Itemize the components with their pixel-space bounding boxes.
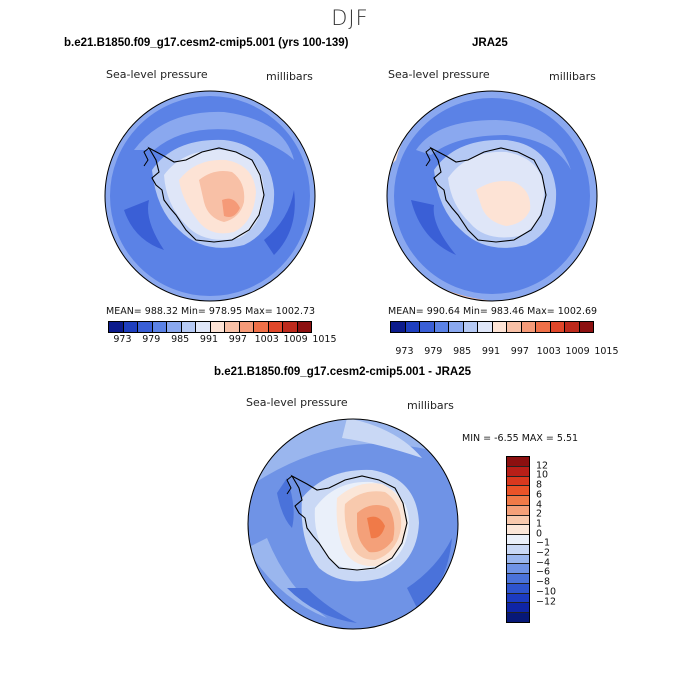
colorbar-model-swatch <box>239 322 254 332</box>
colorbar-model-swatch <box>210 322 225 332</box>
colorbar-jra-swatch <box>391 322 406 332</box>
colorbar-model-tick-label: 985 <box>171 334 190 345</box>
colorbar-diff-swatch <box>507 593 529 604</box>
colorbar-model-swatch <box>123 322 138 332</box>
panel-diff-units: millibars <box>407 399 454 412</box>
colorbar-diff-swatch <box>507 544 529 555</box>
panel-diff-map <box>247 418 459 630</box>
colorbar-diff-tick-label: −6 <box>536 566 551 578</box>
colorbar-jra-tick-label: 997 <box>510 346 529 357</box>
colorbar-model-tick-label: 1015 <box>312 334 337 345</box>
colorbar-jra-tick-label: 991 <box>481 346 501 357</box>
colorbar-diff-swatch <box>507 515 529 526</box>
panel-diff-title: b.e21.B1850.f09_g17.cesm2-cmip5.001 - JR… <box>214 366 471 378</box>
colorbar-model-tick-label: 979 <box>142 334 161 345</box>
panel-jra-title: JRA25 <box>472 37 508 49</box>
colorbar-jra-swatch <box>420 322 435 332</box>
colorbar-diff-ticks: 12 10 8 6 4 2 1 0 −1 −2 −4 −6 −8 −10 −12 <box>536 456 576 621</box>
panel-jra-units: millibars <box>549 70 596 83</box>
colorbar-jra-swatch <box>536 322 551 332</box>
colorbar-diff-swatch <box>507 486 529 497</box>
colorbar-diff-tick-label: 8 <box>536 479 543 491</box>
colorbar-diff-tick-label: 12 <box>536 460 549 472</box>
panel-model-variable: Sea-level pressure <box>106 68 208 81</box>
colorbar-model-tick-label: 1003 <box>254 334 279 345</box>
colorbar-diff-tick-label: 6 <box>536 489 543 501</box>
panel-diff-stats: MIN = -6.55 MAX = 5.51 <box>462 433 579 444</box>
panel-jra-variable: Sea-level pressure <box>388 68 490 81</box>
colorbar-model <box>108 321 312 333</box>
colorbar-jra-swatch <box>405 322 420 332</box>
colorbar-diff-tick-label: 10 <box>536 469 549 481</box>
colorbar-model-swatch <box>297 322 311 332</box>
colorbar-model-swatch <box>268 322 283 332</box>
colorbar-diff-swatch <box>507 574 529 584</box>
panel-model-units: millibars <box>266 70 313 83</box>
colorbar-jra-tick-label: 1003 <box>536 346 561 357</box>
colorbar-jra-ticks: 973 979 985 991 997 1003 1009 1015 <box>390 346 618 358</box>
colorbar-jra-tick-label: 1015 <box>594 346 619 357</box>
colorbar-model-swatch <box>152 322 167 332</box>
colorbar-jra-swatch <box>565 322 580 332</box>
colorbar-diff-tick-label: 2 <box>536 508 543 520</box>
colorbar-jra-tick-label: 973 <box>395 346 414 357</box>
panel-model-title: b.e21.B1850.f09_g17.cesm2-cmip5.001 (yrs… <box>64 37 349 49</box>
colorbar-model-swatch <box>254 322 269 332</box>
colorbar-diff <box>506 456 530 623</box>
colorbar-jra-swatch <box>434 322 449 332</box>
colorbar-jra-tick-label: 985 <box>453 346 472 357</box>
panel-model-map <box>104 90 316 302</box>
colorbar-diff-tick-label: −12 <box>536 596 557 608</box>
colorbar-diff-tick-label: −2 <box>536 547 551 559</box>
colorbar-jra-swatch <box>507 322 522 332</box>
colorbar-jra-swatch <box>492 322 507 332</box>
colorbar-diff-swatch <box>507 564 529 575</box>
colorbar-diff-swatch <box>507 535 529 545</box>
panel-diff-variable: Sea-level pressure <box>246 396 348 409</box>
colorbar-diff-swatch <box>507 583 529 594</box>
colorbar-diff-swatch <box>507 554 529 565</box>
colorbar-diff-swatch <box>507 457 529 467</box>
panel-model-stats: MEAN= 988.32 Min= 978.95 Max= 1002.73 <box>106 306 316 317</box>
colorbar-diff-swatch <box>507 603 529 614</box>
colorbar-model-swatch <box>109 322 124 332</box>
colorbar-diff-tick-label: −8 <box>536 576 551 588</box>
colorbar-diff-swatch <box>507 496 529 506</box>
colorbar-jra-swatch <box>449 322 464 332</box>
colorbar-jra-swatch <box>579 322 593 332</box>
colorbar-jra-swatch <box>521 322 536 332</box>
colorbar-model-tick-label: 1009 <box>283 334 308 345</box>
colorbar-jra-tick-label: 979 <box>424 346 443 357</box>
season-title: DJF <box>331 6 369 30</box>
colorbar-diff-tick-label: 4 <box>536 499 543 511</box>
colorbar-jra-swatch <box>463 322 478 332</box>
colorbar-diff-swatch <box>507 466 529 477</box>
colorbar-diff-swatch <box>507 476 529 487</box>
colorbar-model-tick-label: 997 <box>228 334 247 345</box>
colorbar-diff-swatch <box>507 613 529 623</box>
colorbar-model-swatch <box>225 322 240 332</box>
panel-jra-stats: MEAN= 990.64 Min= 983.46 Max= 1002.69 <box>388 306 598 317</box>
colorbar-jra <box>390 321 594 333</box>
colorbar-diff-swatch <box>507 525 529 536</box>
colorbar-model-swatch <box>138 322 153 332</box>
colorbar-diff-swatch <box>507 505 529 516</box>
colorbar-diff-tick-label: 1 <box>536 518 543 530</box>
colorbar-jra-swatch <box>478 322 493 332</box>
colorbar-model-swatch <box>167 322 182 332</box>
colorbar-model-swatch <box>196 322 211 332</box>
colorbar-model-ticks: 973 979 985 991 997 1003 1009 1015 <box>108 334 336 346</box>
colorbar-model-tick-label: 991 <box>199 334 219 345</box>
colorbar-model-tick-label: 973 <box>113 334 132 345</box>
colorbar-jra-swatch <box>550 322 565 332</box>
colorbar-diff-tick-label: 0 <box>536 528 543 540</box>
colorbar-diff-tick-label: −4 <box>536 557 551 569</box>
colorbar-diff-tick-label: −1 <box>536 537 551 549</box>
colorbar-diff-tick-label: −10 <box>536 586 557 598</box>
panel-jra-map <box>386 90 598 302</box>
colorbar-jra-tick-label: 1009 <box>565 346 590 357</box>
colorbar-model-swatch <box>283 322 298 332</box>
colorbar-model-swatch <box>181 322 196 332</box>
